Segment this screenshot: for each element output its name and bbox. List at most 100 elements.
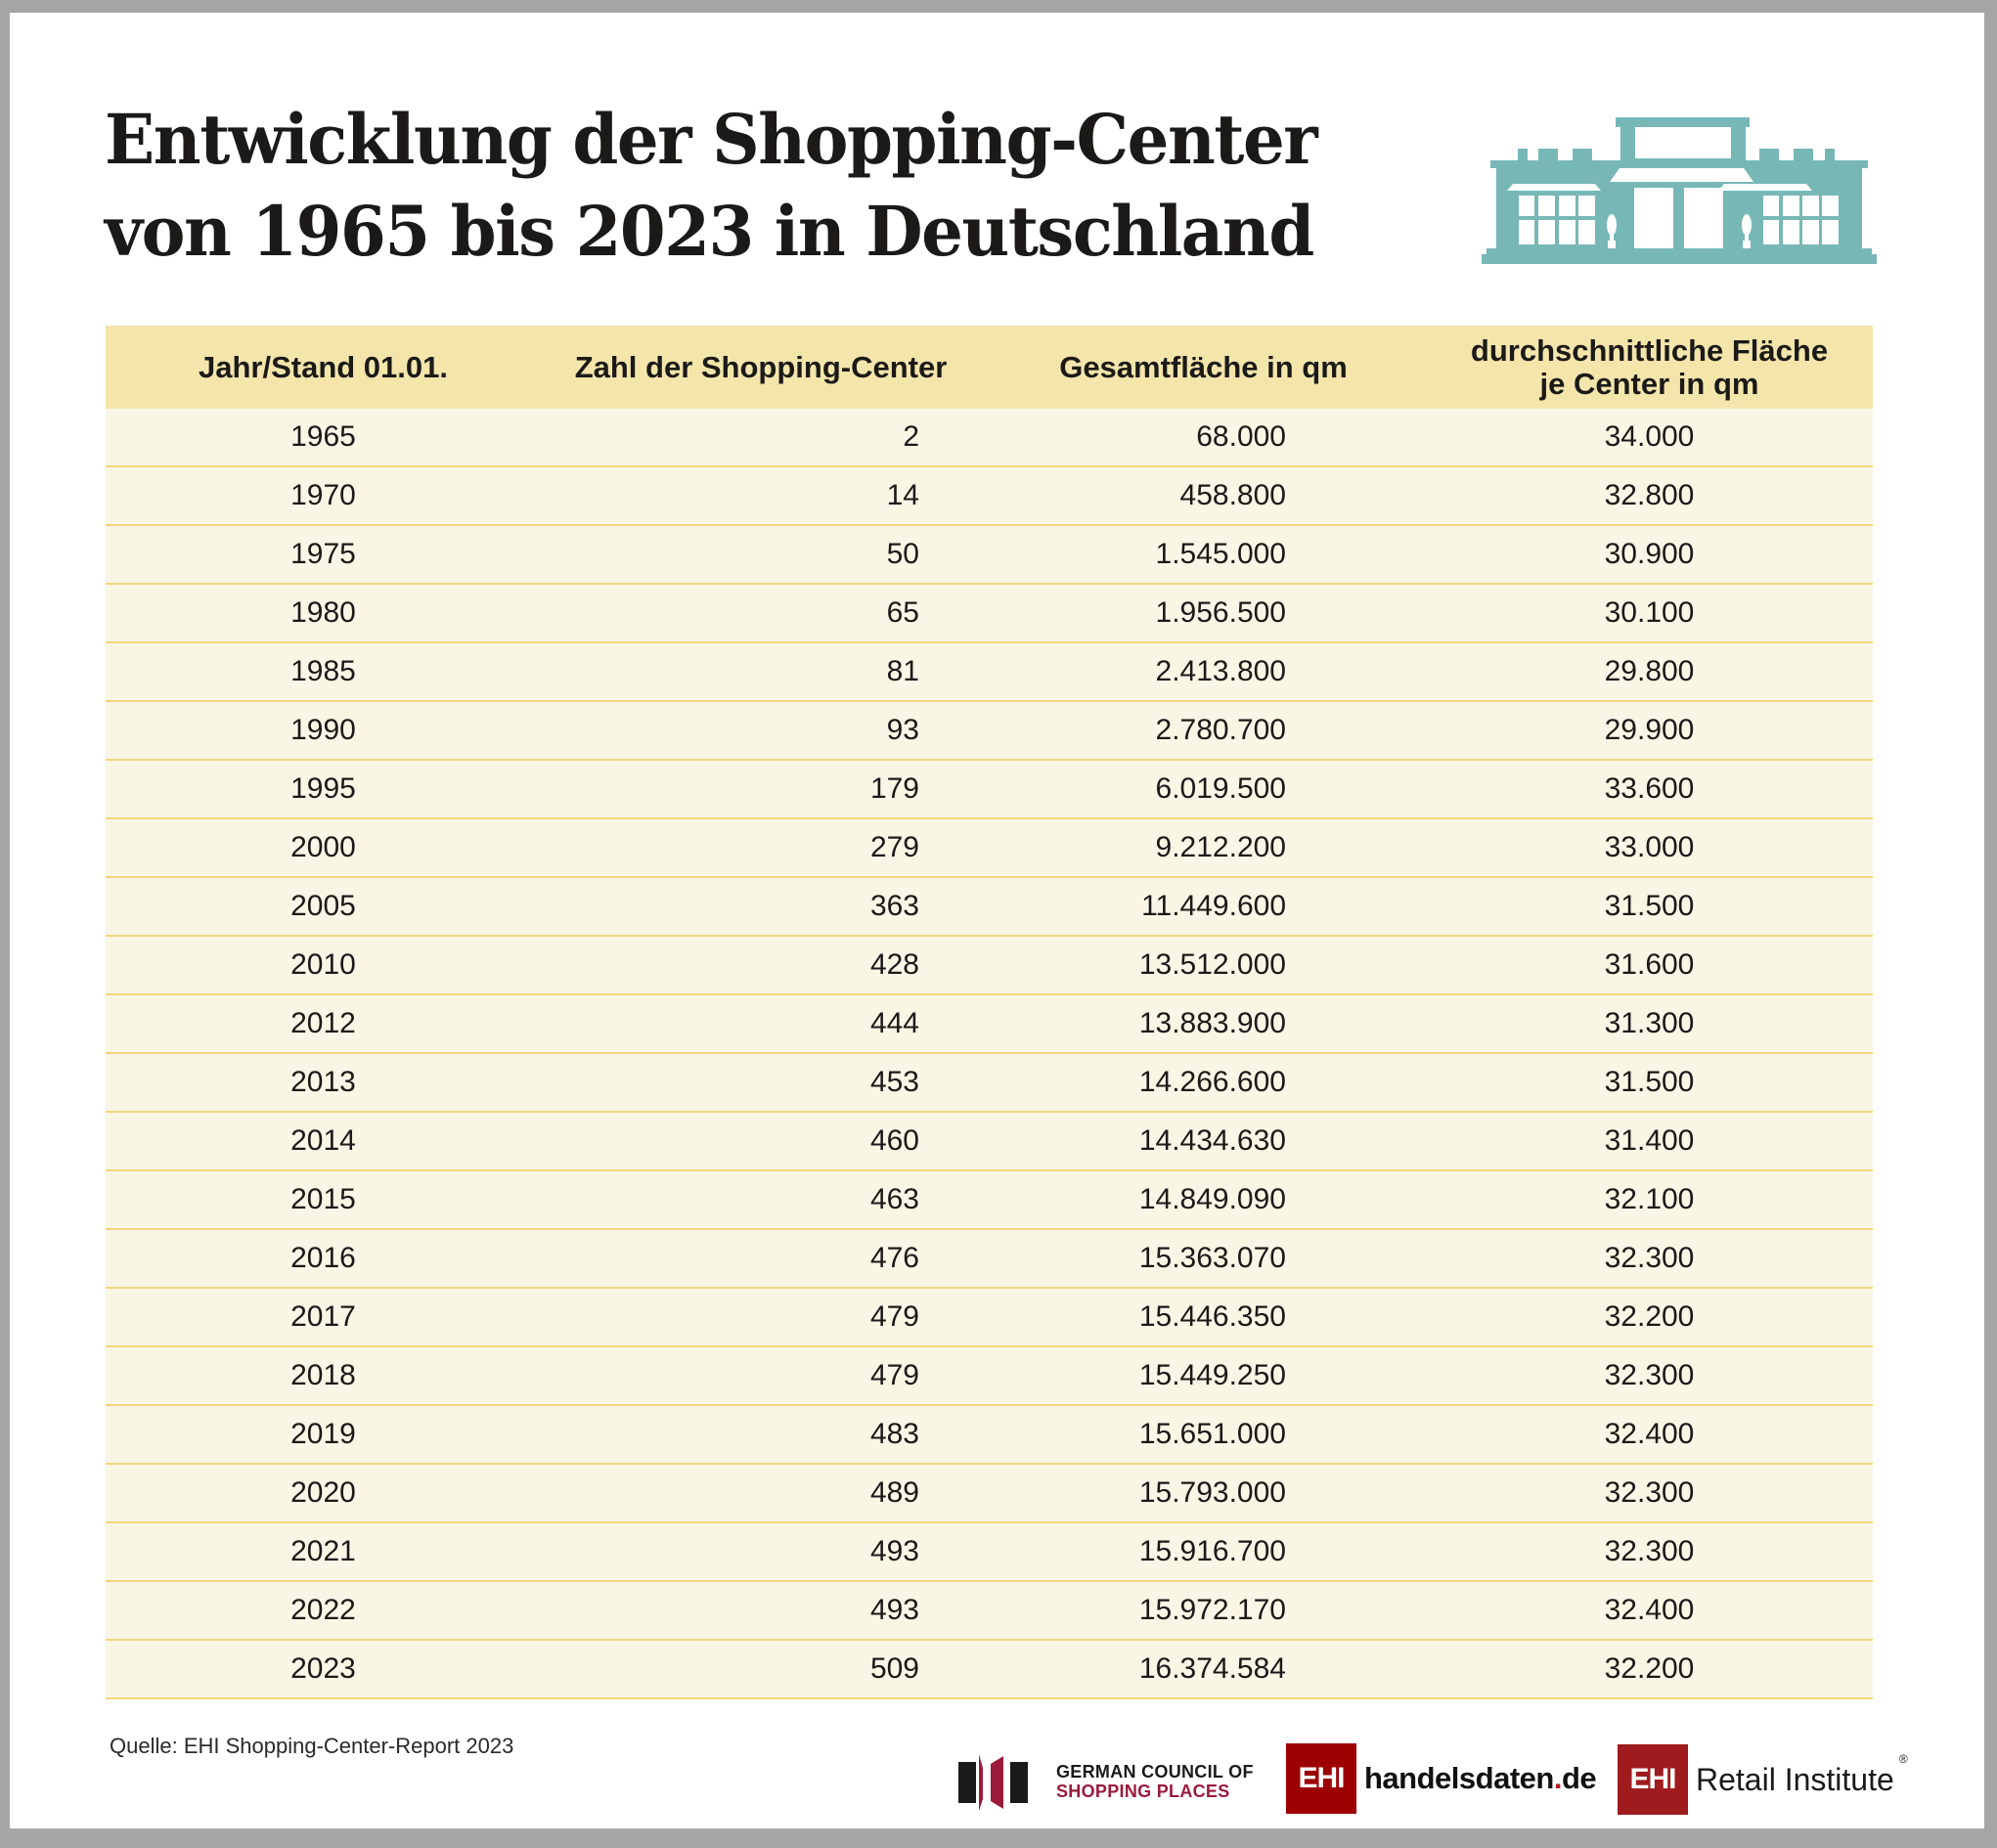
cell-total-area: 68.000 [981,409,1426,467]
cell-count: 509 [541,1640,981,1699]
table-row: 2023 509 16.374.584 32.200 [106,1640,1873,1699]
table-row: 2021 493 15.916.700 32.300 [106,1522,1873,1582]
table-row: 2015 463 14.849.090 32.100 [106,1170,1873,1230]
cell-year: 1970 [106,466,541,526]
table-row: 2016 476 15.363.070 32.300 [106,1229,1873,1289]
cell-total-area: 14.849.090 [981,1170,1426,1230]
cell-year: 1980 [106,584,541,643]
gcsp-logo-text: GERMAN COUNCIL OF SHOPPING PLACES [1056,1762,1254,1801]
cell-avg-area: 34.000 [1426,409,1873,467]
table-body: 1965 2 68.000 34.000 1970 14 458.800 32.800 1975… [106,409,1873,1699]
cell-total-area: 11.449.600 [981,877,1426,937]
cell-avg-area: 32.300 [1426,1522,1873,1582]
table-row: 2017 479 15.446.350 32.200 [106,1288,1873,1347]
shopping-mall-building-icon [1482,117,1877,264]
header-year: Jahr/Stand 01.01. [106,326,541,409]
ehi-retail-institute-logo: EHI Retail Institute ® [1618,1744,1908,1815]
cell-year: 2015 [106,1170,541,1230]
cell-avg-area: 32.300 [1426,1346,1873,1406]
cell-avg-area: 30.100 [1426,584,1873,643]
cell-avg-area: 31.400 [1426,1112,1873,1171]
cell-year: 2017 [106,1288,541,1347]
cell-year: 1965 [106,409,541,467]
table-row: 1985 81 2.413.800 29.800 [106,642,1873,702]
cell-total-area: 15.916.700 [981,1522,1426,1582]
table-row: 2012 444 13.883.900 31.300 [106,994,1873,1054]
cell-year: 2016 [106,1229,541,1289]
cell-total-area: 16.374.584 [981,1640,1426,1699]
cell-count: 14 [541,466,981,526]
cell-total-area: 9.212.200 [981,818,1426,878]
cell-total-area: 1.545.000 [981,525,1426,585]
cell-year: 2020 [106,1464,541,1523]
cell-total-area: 15.972.170 [981,1581,1426,1641]
header-avg-area-line-2: je Center in qm [1539,366,1759,401]
cell-avg-area: 31.300 [1426,994,1873,1054]
cell-total-area: 14.434.630 [981,1112,1426,1171]
header-avg-area-line-1: durchschnittliche Fläche [1470,332,1829,368]
cell-avg-area: 32.300 [1426,1229,1873,1289]
retail-institute-name: Retail Institute [1696,1761,1894,1797]
cell-count: 476 [541,1229,981,1289]
table-row: 1965 2 68.000 34.000 [106,409,1873,467]
cell-count: 463 [541,1170,981,1230]
table-row: 1990 93 2.780.700 29.900 [106,701,1873,761]
cell-year: 1990 [106,701,541,761]
table-row: 2010 428 13.512.000 31.600 [106,936,1873,995]
table-row: 2018 479 15.449.250 32.300 [106,1346,1873,1406]
cell-avg-area: 32.200 [1426,1640,1873,1699]
shopping-center-table: Jahr/Stand 01.01. Zahl der Shopping-Cent… [106,326,1873,1699]
cell-avg-area: 32.200 [1426,1288,1873,1347]
cell-total-area: 15.793.000 [981,1464,1426,1523]
cell-avg-area: 32.300 [1426,1464,1873,1523]
header-total-area: Gesamtfläche in qm [981,326,1426,409]
cell-count: 479 [541,1346,981,1406]
cell-count: 363 [541,877,981,937]
cell-count: 479 [541,1288,981,1347]
cell-count: 2 [541,409,981,467]
source-note: Quelle: EHI Shopping-Center-Report 2023 [110,1734,514,1758]
cell-count: 453 [541,1053,981,1113]
cell-count: 50 [541,525,981,585]
cell-count: 93 [541,701,981,761]
cell-year: 1995 [106,760,541,819]
cell-year: 2023 [106,1640,541,1699]
gcsp-logo: GERMAN COUNCIL OF SHOPPING PLACES [958,1750,1254,1813]
table-row: 2013 453 14.266.600 31.500 [106,1053,1873,1113]
cell-total-area: 15.363.070 [981,1229,1426,1289]
cell-total-area: 15.446.350 [981,1288,1426,1347]
cell-year: 2012 [106,994,541,1054]
header-avg-area: durchschnittliche Fläche je Center in qm [1426,326,1873,409]
cell-year: 2000 [106,818,541,878]
cell-count: 179 [541,760,981,819]
retail-institute-text: Retail Institute ® [1696,1752,1908,1798]
cell-count: 493 [541,1522,981,1582]
cell-year: 2019 [106,1405,541,1465]
cell-count: 428 [541,936,981,995]
cell-year: 2014 [106,1112,541,1171]
cell-count: 483 [541,1405,981,1465]
title-line-2: von 1965 bis 2023 in Deutschland [105,191,1314,272]
cell-year: 2005 [106,877,541,937]
cell-count: 279 [541,818,981,878]
cell-avg-area: 29.800 [1426,642,1873,702]
handelsdaten-dot: . [1553,1761,1563,1795]
cell-avg-area: 30.900 [1426,525,1873,585]
gcsp-mark-icon [958,1754,1028,1811]
cell-avg-area: 33.600 [1426,760,1873,819]
table-row: 1995 179 6.019.500 33.600 [106,760,1873,819]
cell-total-area: 2.780.700 [981,701,1426,761]
cell-avg-area: 32.400 [1426,1581,1873,1641]
cell-year: 2018 [106,1346,541,1406]
cell-avg-area: 31.500 [1426,1053,1873,1113]
cell-total-area: 13.512.000 [981,936,1426,995]
table-row: 1970 14 458.800 32.800 [106,466,1873,526]
cell-year: 2010 [106,936,541,995]
cell-avg-area: 31.600 [1426,936,1873,995]
cell-year: 2022 [106,1581,541,1641]
table-row: 2014 460 14.434.630 31.400 [106,1112,1873,1171]
ehi-mark: EHI [1286,1743,1356,1814]
cell-count: 65 [541,584,981,643]
title-line-1: Entwicklung der Shopping-Center [105,99,1318,180]
table-row: 2019 483 15.651.000 32.400 [106,1405,1873,1465]
